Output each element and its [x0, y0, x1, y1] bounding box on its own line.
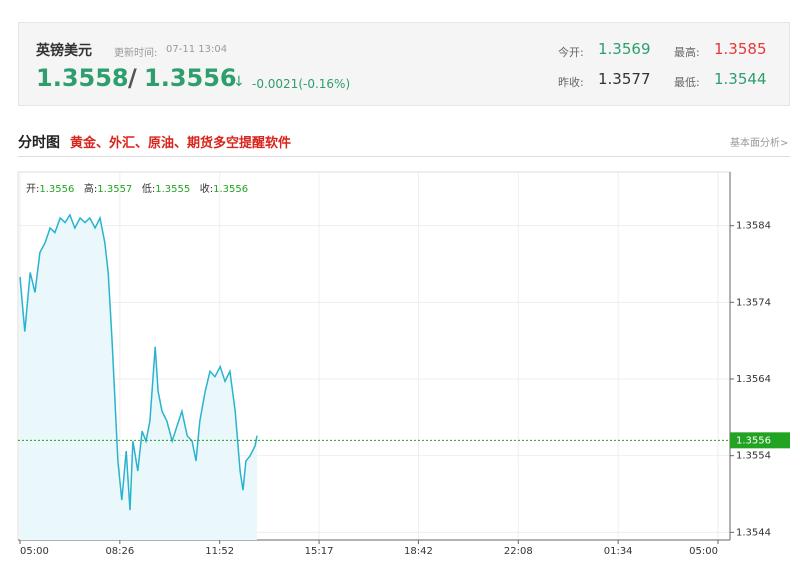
y-tick-label: 1.3574: [736, 297, 771, 308]
bar-close-label: 收:: [199, 184, 214, 195]
ask-price: 1.3556: [144, 64, 237, 92]
bar-open: 1.3556: [39, 184, 75, 195]
bar-low: 1.3555: [155, 184, 191, 195]
x-tick-label: 22:08: [504, 546, 533, 557]
y-tick-label: 1.3554: [736, 451, 771, 462]
update-time: 07-11 13:04: [166, 44, 228, 55]
fundamental-link[interactable]: 基本面分析>: [730, 138, 789, 149]
high-label: 最高:: [674, 46, 700, 59]
low: 1.3544: [714, 70, 767, 88]
change: -0.0021(-0.16%): [252, 77, 351, 91]
bar-high-label: 高:: [83, 184, 98, 195]
y-tick-label: 1.3564: [736, 374, 771, 385]
open: 1.3569: [598, 40, 651, 58]
quote-header: [18, 22, 790, 106]
bar-open-label: 开:: [26, 184, 40, 195]
symbol-name: 英镑美元: [36, 43, 92, 59]
x-tick-label: 11:52: [205, 546, 234, 557]
x-tick-label: 05:00: [689, 546, 718, 557]
section-title: 分时图: [18, 135, 60, 151]
high: 1.3585: [714, 40, 767, 58]
open-label: 今开:: [558, 46, 584, 59]
x-tick-label: 08:26: [105, 546, 134, 557]
bar-low-label: 低:: [141, 184, 156, 195]
promo-link[interactable]: 黄金、外汇、原油、期货多空提醒软件: [70, 136, 292, 151]
x-tick-label: 15:17: [305, 546, 334, 557]
last-price-label: 1.3556: [736, 435, 771, 446]
price-area: [20, 214, 257, 540]
change-arrow: ↓: [233, 74, 245, 90]
separator: /: [128, 64, 137, 92]
prev-close-label: 昨收:: [558, 76, 584, 89]
bar-high: 1.3557: [97, 184, 133, 195]
x-tick-label: 05:00: [20, 546, 49, 557]
prev-close: 1.3577: [598, 70, 651, 88]
bar-close: 1.3556: [213, 184, 249, 195]
x-tick-label: 01:34: [604, 546, 633, 557]
divider: [18, 156, 790, 157]
update-label: 更新时间:: [114, 48, 158, 59]
x-tick-label: 18:42: [404, 546, 433, 557]
price-line: [19, 213, 258, 511]
bid-price: 1.3558: [36, 64, 129, 92]
low-label: 最低:: [674, 76, 700, 89]
y-tick-label: 1.3584: [736, 221, 771, 232]
last-price-box: [730, 432, 790, 449]
quote-bar: 开:1.3556 高:1.3557 低:1.3555 收:1.3556: [26, 180, 248, 195]
y-tick-label: 1.3544: [736, 527, 771, 538]
